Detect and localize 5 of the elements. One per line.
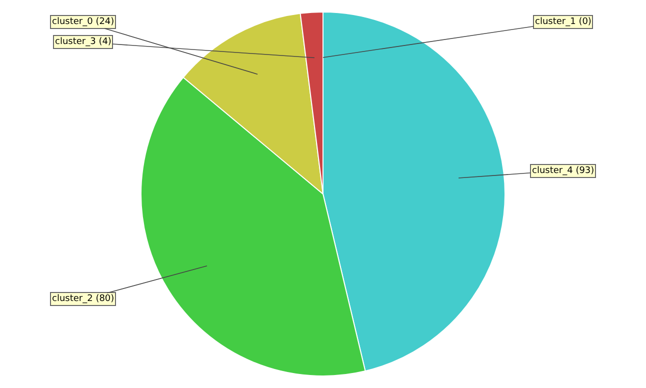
slice-label: cluster_0 (24): [52, 17, 114, 27]
slice-label: cluster_2 (80): [52, 294, 114, 304]
slice-label: cluster_3 (4): [55, 37, 112, 47]
category-label: cluster_1 (0): [535, 17, 592, 27]
slice-label: cluster_4 (93): [532, 166, 594, 176]
